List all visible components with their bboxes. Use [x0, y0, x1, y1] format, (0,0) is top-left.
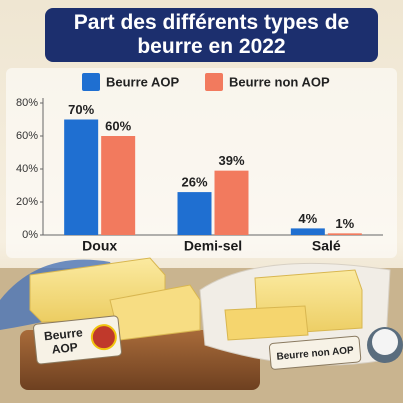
- bar: [177, 192, 212, 235]
- bar: [290, 228, 325, 235]
- butter-aop: [29, 257, 201, 341]
- value-label: 39%: [218, 153, 244, 168]
- title-box: Part des différents types de beurre en 2…: [73, 11, 350, 58]
- x-tick-label: Demi-sel: [184, 238, 242, 254]
- legend-label: Beurre non AOP: [229, 74, 330, 89]
- bar: [214, 170, 249, 235]
- bar: [101, 136, 136, 235]
- y-tick-label: 0%: [22, 229, 38, 241]
- bar: [64, 119, 99, 235]
- tag-aop: Beurre AOP: [33, 315, 122, 365]
- value-label: 26%: [181, 175, 207, 190]
- legend-swatch: [82, 73, 100, 91]
- y-tick-label: 20%: [16, 196, 38, 208]
- y-tick-label: 80%: [16, 97, 38, 109]
- plot: 0% 20% 40% 60% 80% Beurre AOP Beurre non AOP Do…: [16, 73, 383, 254]
- x-tick-label: Doux: [82, 238, 117, 254]
- bar: [327, 233, 362, 235]
- butter-non-aop: [199, 262, 391, 366]
- legend-swatch: [205, 73, 223, 91]
- y-tick-label: 60%: [16, 130, 38, 142]
- value-label: 1%: [335, 216, 354, 231]
- salt: [372, 329, 398, 355]
- title-banner: [45, 8, 378, 62]
- tag-label: Beurre AOP: [43, 325, 84, 357]
- value-label: 60%: [105, 118, 131, 133]
- legend-label: Beurre AOP: [106, 74, 180, 89]
- value-label: 70%: [68, 102, 94, 117]
- y-tick-label: 40%: [16, 163, 38, 175]
- x-tick-label: Salé: [312, 238, 341, 254]
- value-label: 4%: [298, 211, 317, 226]
- tag-non-aop: Beurre non AOP: [268, 335, 362, 370]
- chart-title: Part des différents types de beurre en 2…: [73, 11, 350, 58]
